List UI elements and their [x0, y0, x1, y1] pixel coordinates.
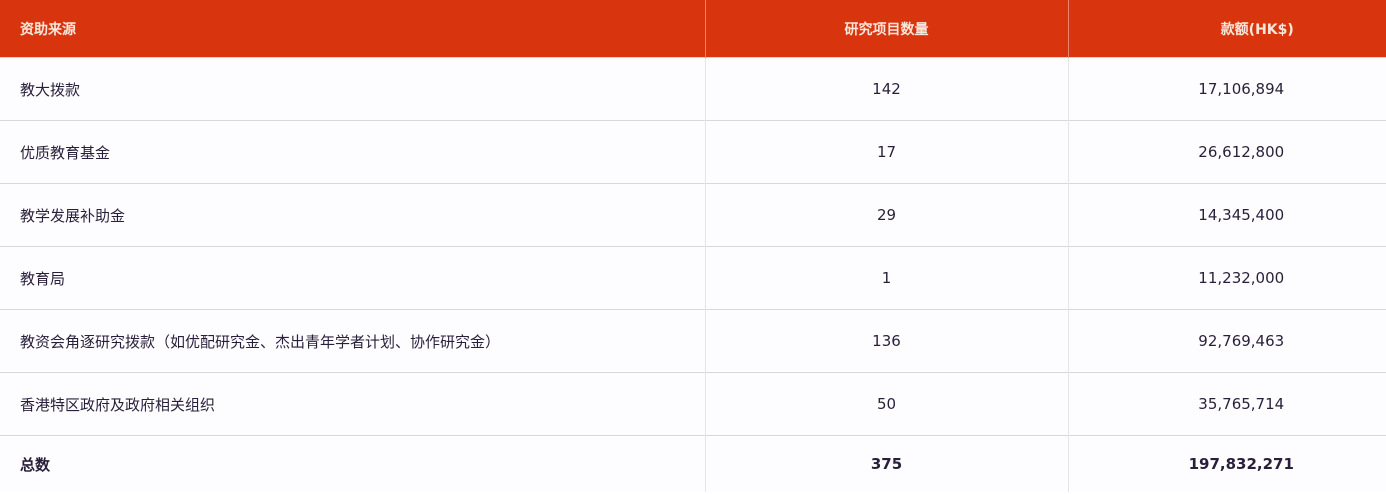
cell-source: 教资会角逐研究拨款（如优配研究金、杰出青年学者计划、协作研究金）	[0, 309, 705, 373]
header-source: 资助来源	[0, 0, 705, 58]
cell-amount: 14,345,400	[1067, 183, 1386, 247]
header-count: 研究项目数量	[704, 0, 1068, 58]
cell-amount: 35,765,714	[1067, 372, 1386, 436]
cell-amount: 26,612,800	[1067, 120, 1386, 184]
cell-source: 教大拨款	[0, 57, 705, 121]
cell-amount: 11,232,000	[1067, 246, 1386, 310]
cell-count: 29	[704, 183, 1068, 247]
cell-count: 1	[704, 246, 1068, 310]
table-row: 教大拨款 142 17,106,894	[0, 57, 1386, 121]
cell-count: 142	[704, 57, 1068, 121]
table-row: 教学发展补助金 29 14,345,400	[0, 183, 1386, 247]
cell-amount: 92,769,463	[1067, 309, 1386, 373]
table-row: 教育局 1 11,232,000	[0, 246, 1386, 310]
cell-count: 17	[704, 120, 1068, 184]
table-header-row: 资助来源 研究项目数量 款额(HK$)	[0, 0, 1386, 58]
total-amount: 197,832,271	[1067, 435, 1386, 492]
cell-amount: 17,106,894	[1067, 57, 1386, 121]
cell-source: 香港特区政府及政府相关组织	[0, 372, 705, 436]
total-label: 总数	[0, 435, 705, 492]
table-row: 优质教育基金 17 26,612,800	[0, 120, 1386, 184]
cell-count: 136	[704, 309, 1068, 373]
total-row: 总数 375 197,832,271	[0, 435, 1386, 492]
cell-source: 教育局	[0, 246, 705, 310]
cell-source: 优质教育基金	[0, 120, 705, 184]
cell-count: 50	[704, 372, 1068, 436]
total-count: 375	[704, 435, 1068, 492]
table-row: 教资会角逐研究拨款（如优配研究金、杰出青年学者计划、协作研究金） 136 92,…	[0, 309, 1386, 373]
table-row: 香港特区政府及政府相关组织 50 35,765,714	[0, 372, 1386, 436]
cell-source: 教学发展补助金	[0, 183, 705, 247]
header-amount: 款额(HK$)	[1067, 0, 1386, 58]
